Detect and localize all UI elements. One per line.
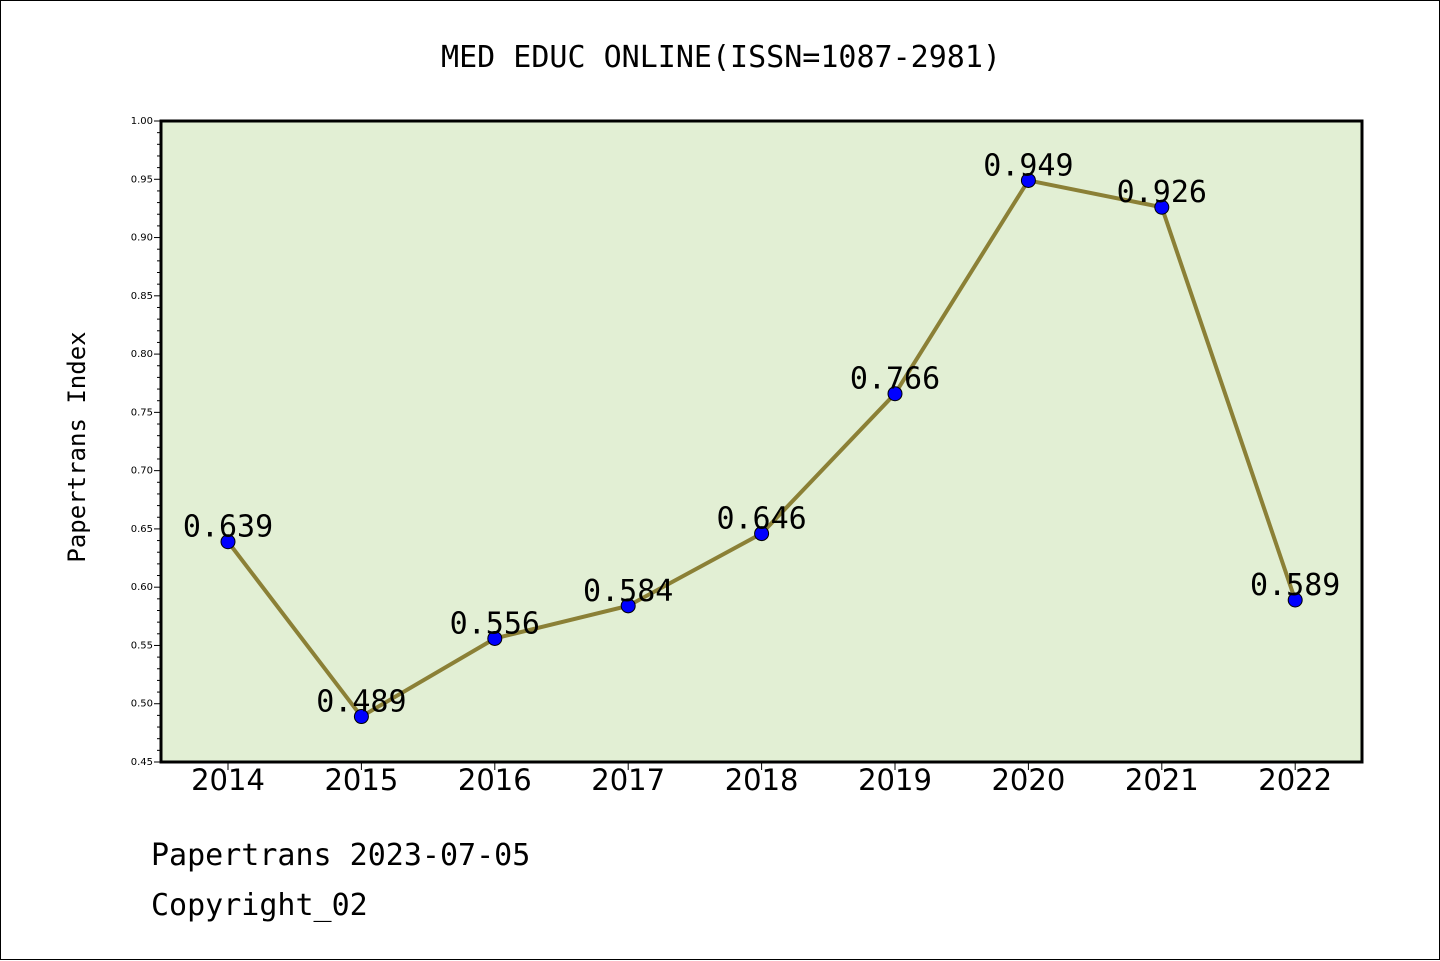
data-point	[220, 534, 236, 550]
x-tick-label: 2021	[1125, 763, 1199, 797]
data-point	[1020, 172, 1036, 188]
data-label: 0.639	[183, 510, 273, 545]
data-label: 0.926	[1117, 175, 1207, 210]
x-tick-label: 2017	[591, 763, 665, 797]
data-points	[220, 172, 1303, 725]
x-tick-label: 2022	[1258, 763, 1332, 797]
y-tick-label: 0.85	[131, 291, 153, 302]
x-tick-label: 2015	[324, 763, 398, 797]
data-label: 0.589	[1250, 568, 1340, 603]
data-point	[887, 386, 903, 402]
x-axis: 2014 2015 2016 2017 2018 2019 2020 2021 2022	[191, 762, 1332, 797]
y-tick-label: 0.45	[131, 757, 153, 768]
x-tick-label: 2014	[191, 763, 265, 797]
y-tick-label: 0.80	[131, 349, 153, 360]
footer-copyright: Copyright_02	[151, 888, 368, 923]
data-labels: 0.639 0.489 0.556 0.584 0.646 0.766 0.949 0.926…	[183, 148, 1341, 719]
data-point	[487, 630, 503, 646]
y-tick-label: 0.60	[131, 582, 153, 593]
x-tick-label: 2020	[991, 763, 1065, 797]
data-label: 0.949	[983, 148, 1073, 183]
data-point	[353, 709, 369, 725]
data-point	[620, 598, 636, 614]
y-axis-label: Papertrans Index	[63, 331, 91, 562]
y-tick-label: 0.65	[131, 524, 153, 535]
y-tick-label: 0.55	[131, 640, 153, 651]
y-tick-label: 0.75	[131, 407, 153, 418]
y-tick-label: 1.00	[131, 116, 153, 127]
data-label: 0.766	[850, 362, 940, 397]
y-tick-label: 0.70	[131, 466, 153, 477]
data-point	[1287, 592, 1303, 608]
data-label: 0.556	[450, 606, 540, 641]
data-label: 0.489	[316, 685, 406, 720]
x-tick-label: 2016	[458, 763, 532, 797]
chart-title: MED EDUC ONLINE(ISSN=1087-2981)	[441, 40, 1001, 75]
data-point	[1154, 199, 1170, 215]
x-tick-label: 2018	[725, 763, 799, 797]
data-label: 0.584	[583, 574, 673, 609]
footer-credit: Papertrans 2023-07-05	[151, 838, 530, 873]
plot-area	[159, 119, 1364, 764]
data-point	[754, 526, 770, 542]
y-tick-label: 0.50	[131, 699, 153, 710]
x-tick-label: 2019	[858, 763, 932, 797]
y-axis: 0.45 0.50 0.55 0.60 0.65 0.70 0.75 0.80 0.85 0.90…	[131, 116, 161, 768]
y-tick-label: 0.90	[131, 233, 153, 244]
y-tick-label: 0.95	[131, 174, 153, 185]
data-label: 0.646	[716, 502, 806, 537]
